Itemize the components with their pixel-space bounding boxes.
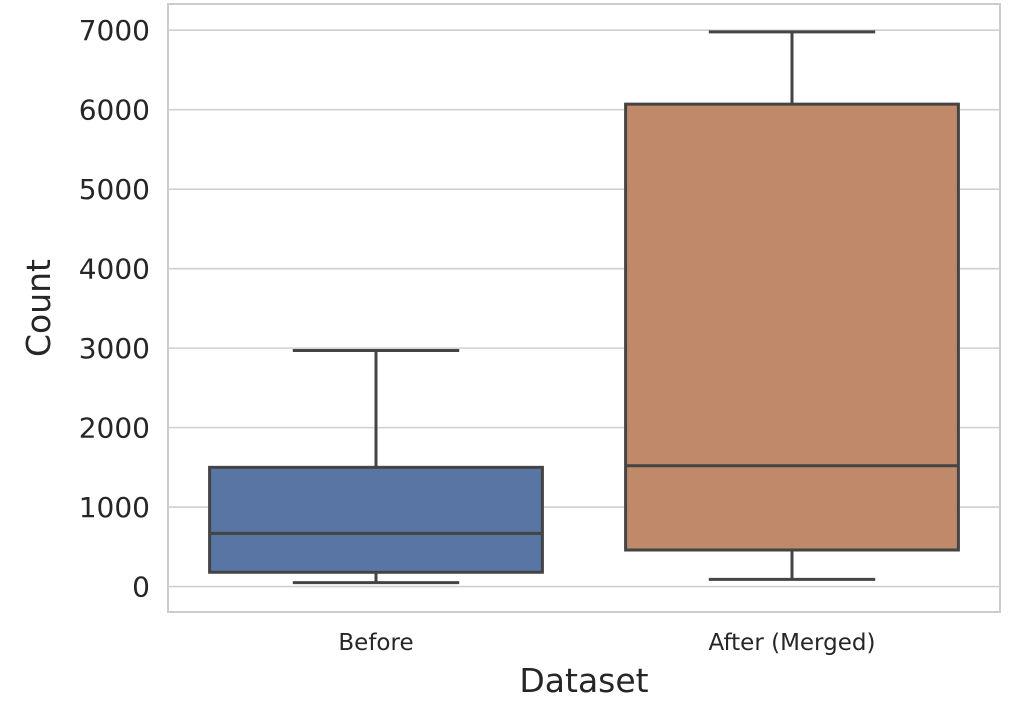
y-tick-label: 6000	[79, 94, 150, 127]
y-axis-title: Count	[19, 259, 58, 357]
x-tick-label: After (Merged)	[709, 630, 876, 656]
y-tick-labels: 0 1000 2000 3000 4000 5000 6000 7000	[79, 14, 150, 603]
y-tick-label: 7000	[79, 14, 150, 47]
y-tick-label: 0	[132, 571, 150, 604]
y-tick-label: 2000	[79, 412, 150, 445]
x-tick-label: Before	[338, 630, 413, 656]
plot-frame	[167, 3, 1001, 613]
box-before	[208, 349, 544, 585]
iqr-box	[624, 102, 960, 552]
x-tick-labels: Before After (Merged)	[338, 630, 875, 656]
iqr-box	[208, 465, 544, 574]
x-axis-title: Dataset	[519, 661, 648, 700]
y-tick-label: 5000	[79, 173, 150, 206]
y-tick-label: 4000	[79, 253, 150, 286]
box-after-merged	[624, 30, 960, 581]
y-tick-label: 3000	[79, 332, 150, 365]
boxes	[208, 30, 960, 585]
y-tick-label: 1000	[79, 491, 150, 524]
